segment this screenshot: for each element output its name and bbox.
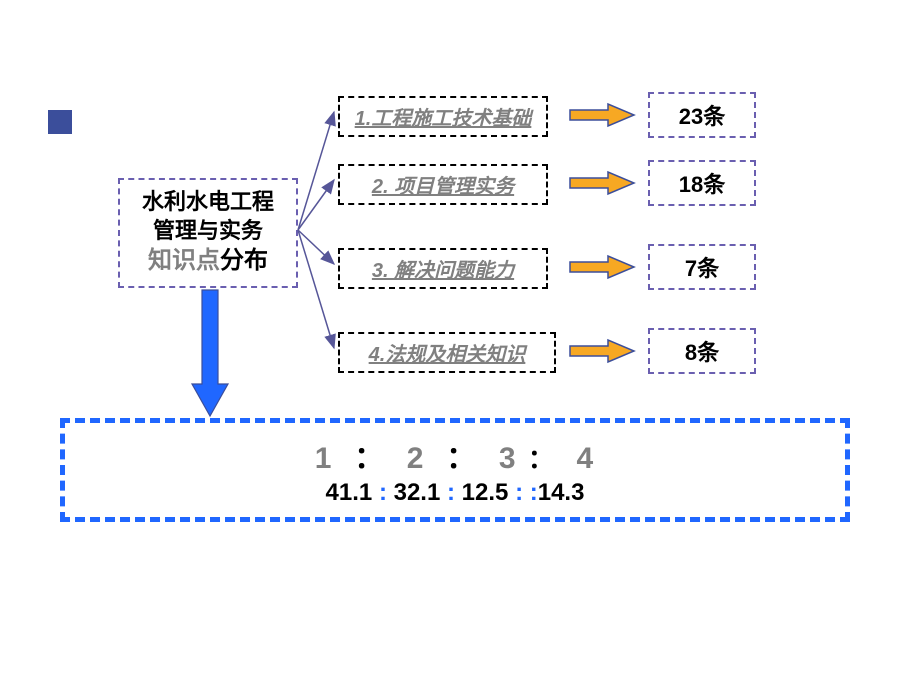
item-label: 1.工程施工技术基础 [355,108,532,130]
item-label: 4.法规及相关知识 [369,344,526,366]
source-line2: 知识点分布 [130,245,286,277]
ratio-v3: 12.5 [462,479,509,506]
ratio-v2: 32.1 [394,479,441,506]
bullet-square [48,110,72,134]
item-label: 3. 解决问题能力 [372,260,514,282]
ratio-row-values: 41.1 : 32.1 : 12.5 : :14.3 [65,479,845,507]
count-label: 18条 [679,172,725,197]
h-arrow-1 [568,100,638,130]
h-arrow-2 [568,168,638,198]
source-box: 水利水电工程 管理与实务 知识点分布 [118,178,298,288]
count-box-2: 18条 [648,160,756,206]
item-box-1: 1.工程施工技术基础 [338,96,548,137]
count-box-4: 8条 [648,328,756,374]
count-box-1: 23条 [648,92,756,138]
ratio-row-nums: 1 ： 2 ： 3 ： 4 [65,433,845,477]
ratio-v1: 41.1 [326,479,373,506]
source-black: 分布 [220,247,268,274]
ratio-n1: 1 [315,442,334,475]
ratio-v4: 14.3 [538,479,585,506]
count-label: 23条 [679,104,725,129]
ratio-n2: 2 [407,442,426,475]
count-label: 8条 [685,340,719,365]
source-gray: 知识点 [148,247,220,274]
h-arrow-3 [568,252,638,282]
count-label: 7条 [685,256,719,281]
down-arrow [190,288,230,428]
item-label: 2. 项目管理实务 [372,176,514,198]
item-box-4: 4.法规及相关知识 [338,332,556,373]
item-box-2: 2. 项目管理实务 [338,164,548,205]
ratio-n4: 4 [577,442,596,475]
item-box-3: 3. 解决问题能力 [338,248,548,289]
ratio-box: 1 ： 2 ： 3 ： 4 41.1 : 32.1 : 12.5 : :14.3 [60,418,850,522]
source-line1: 水利水电工程 管理与实务 [130,188,286,245]
count-box-3: 7条 [648,244,756,290]
ratio-n3: 3 [499,442,518,475]
h-arrow-4 [568,336,638,366]
